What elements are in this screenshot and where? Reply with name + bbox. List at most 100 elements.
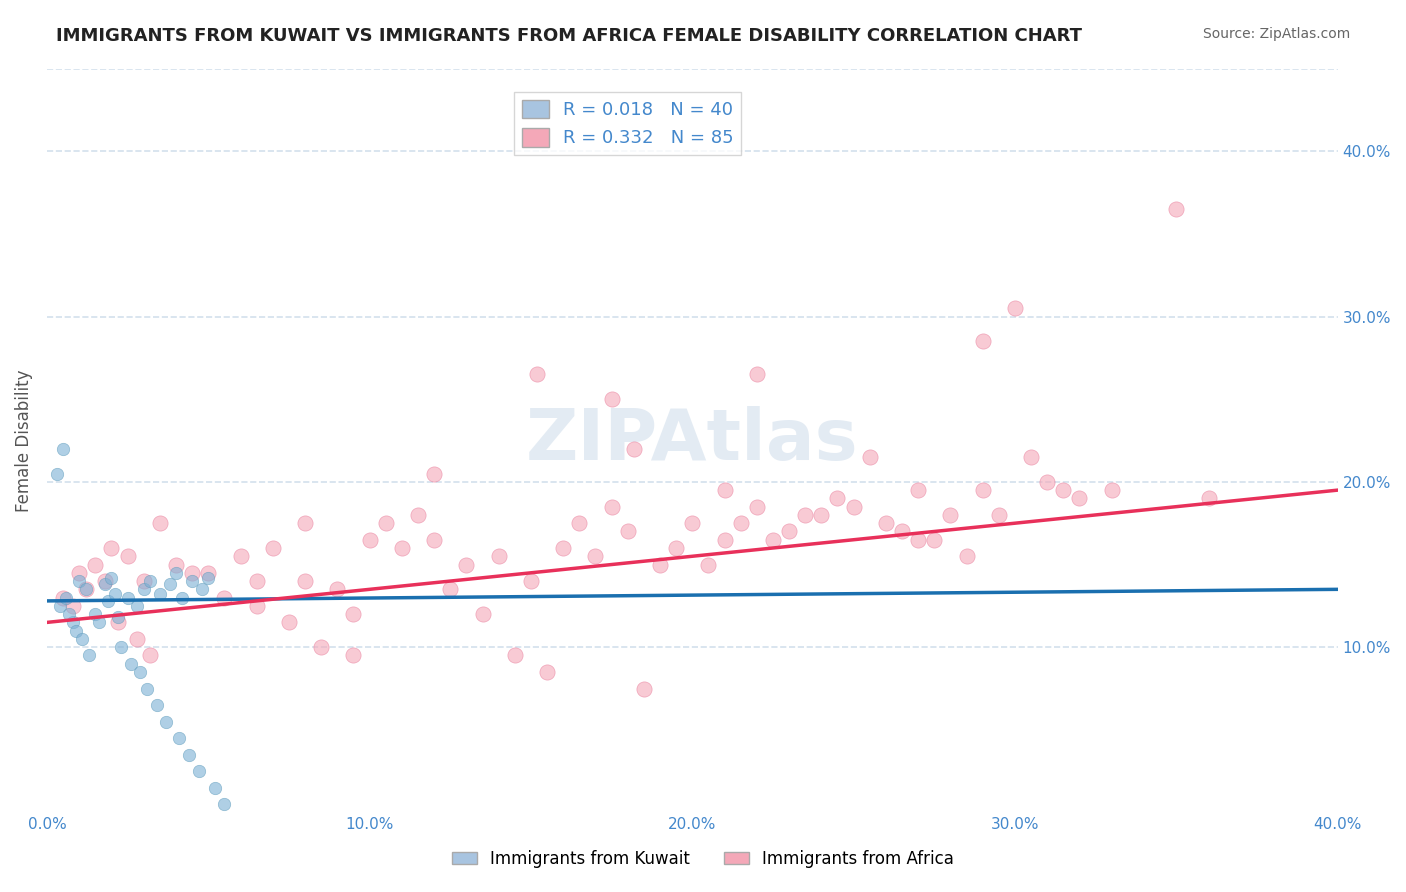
Point [187,764,209,779]
Point [600,392,623,407]
Point [110,640,132,655]
Point [520,574,543,588]
Point [49,599,72,613]
Point [648,558,671,572]
Point [52,591,75,605]
Point [52,442,75,456]
Point [214,591,236,605]
Point [62,599,84,613]
Point [391,541,413,555]
Point [145,698,167,712]
Point [246,599,269,613]
Point [246,574,269,588]
Point [135,681,157,696]
Point [214,797,236,812]
Point [471,607,494,621]
Point [191,582,214,597]
Point [262,541,284,555]
Point [955,549,977,564]
Point [875,516,897,531]
Point [75,582,97,597]
Point [107,615,129,630]
Point [127,599,149,613]
Y-axis label: Female Disability: Female Disability [15,369,32,512]
Point [72,632,94,646]
Point [155,714,177,729]
Point [229,549,252,564]
Point [1052,483,1074,497]
Point [423,467,446,481]
Point [633,681,655,696]
Point [132,582,155,597]
Point [745,500,768,514]
Point [439,582,461,597]
Point [526,368,548,382]
Point [553,541,575,555]
Point [456,558,478,572]
Point [309,640,332,655]
Point [762,533,785,547]
Point [503,648,526,663]
Point [859,450,882,464]
Point [120,657,142,671]
Point [75,582,97,597]
Point [568,516,591,531]
Point [67,566,90,580]
Point [326,582,349,597]
Point [294,516,316,531]
Point [778,524,800,539]
Point [359,533,381,547]
Point [167,731,190,746]
Point [891,524,914,539]
Point [132,574,155,588]
Point [277,615,299,630]
Point [197,571,219,585]
Point [45,467,67,481]
Point [294,574,316,588]
Text: Source: ZipAtlas.com: Source: ZipAtlas.com [1202,27,1350,41]
Point [67,574,90,588]
Point [1166,202,1188,216]
Point [713,533,735,547]
Point [129,665,152,679]
Point [165,558,187,572]
Point [665,541,688,555]
Point [149,516,172,531]
Point [84,607,107,621]
Point [181,574,204,588]
Point [406,508,429,522]
Point [139,574,162,588]
Point [94,577,117,591]
Point [1004,301,1026,316]
Point [84,558,107,572]
Point [97,594,120,608]
Point [907,483,929,497]
Point [972,334,994,349]
Point [842,500,865,514]
Point [100,541,122,555]
Point [139,648,162,663]
Point [972,483,994,497]
Text: IMMIGRANTS FROM KUWAIT VS IMMIGRANTS FROM AFRICA FEMALE DISABILITY CORRELATION C: IMMIGRANTS FROM KUWAIT VS IMMIGRANTS FRO… [56,27,1083,45]
Point [713,483,735,497]
Point [616,524,638,539]
Point [342,648,364,663]
Point [172,591,194,605]
Point [730,516,752,531]
Point [65,624,87,638]
Point [623,442,645,456]
Point [922,533,945,547]
Point [488,549,510,564]
Point [55,591,77,605]
Point [181,566,204,580]
Point [1101,483,1123,497]
Point [1198,491,1220,506]
Point [100,571,122,585]
Point [585,549,607,564]
Point [939,508,962,522]
Point [117,549,139,564]
Point [1069,491,1091,506]
Point [149,587,172,601]
Legend: R = 0.018   N = 40, R = 0.332   N = 85: R = 0.018 N = 40, R = 0.332 N = 85 [515,93,741,154]
Point [94,574,117,588]
